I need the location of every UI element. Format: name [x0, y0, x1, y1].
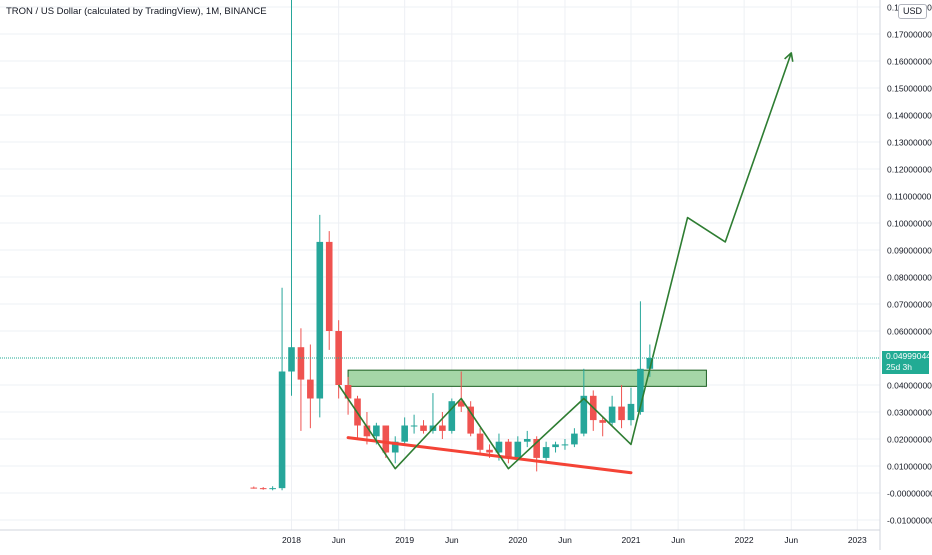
projection-path — [337, 52, 793, 470]
candle-body — [410, 425, 418, 427]
time-tick-label: Jun — [784, 535, 798, 545]
candle-body — [608, 406, 616, 423]
currency-badge[interactable]: USD — [898, 4, 928, 19]
candle-body — [523, 439, 531, 442]
candle-body — [627, 403, 635, 421]
chart-title: TRON / US Dollar (calculated by TradingV… — [6, 6, 267, 17]
price-tick-label: 0.09000000 — [887, 246, 932, 256]
last-price-value: 0.04999044 — [886, 351, 931, 361]
time-tick-label: 2023 — [848, 535, 867, 545]
price-tick-label: 0.10000000 — [887, 219, 932, 229]
candle-body — [297, 347, 305, 380]
price-tick-label: 0.13000000 — [887, 138, 932, 148]
price-tick-label: 0.15000000 — [887, 84, 932, 94]
candle-body — [467, 406, 474, 434]
candle-countdown: 25d 3h — [886, 362, 912, 372]
candle-body — [439, 425, 446, 431]
price-tick-label: -0.01000000 — [887, 516, 932, 526]
time-tick-label: 2018 — [282, 535, 301, 545]
time-tick-label: Jun — [445, 535, 459, 545]
price-tick-label: 0.08000000 — [887, 273, 932, 283]
candle-body — [646, 358, 654, 369]
projection-arrowhead — [784, 52, 794, 62]
candle-body — [542, 447, 550, 458]
candle-body — [269, 488, 276, 490]
price-tick-label: 0.14000000 — [887, 111, 932, 121]
price-tick-label: -0.00000000 — [887, 489, 932, 499]
candle-body — [363, 425, 371, 437]
price-tick-label: 0.02000000 — [887, 435, 932, 445]
candle-body — [401, 425, 408, 442]
candle-body — [325, 241, 333, 331]
time-tick-label: 2019 — [395, 535, 414, 545]
candle-body — [599, 420, 606, 423]
candle-body — [344, 385, 352, 399]
price-tick-label: 0.12000000 — [887, 165, 932, 175]
candle-body — [382, 425, 390, 453]
candle-body — [533, 439, 540, 458]
candle-body — [486, 449, 493, 453]
price-tick-label: 0.16000000 — [887, 57, 932, 67]
time-tick-label: 2021 — [622, 535, 641, 545]
price-tick-label: 0.11000000 — [887, 192, 932, 202]
candle-body — [580, 395, 588, 434]
price-tick-label: 0.17000000 — [887, 30, 932, 40]
price-tick-label: 0.07000000 — [887, 300, 932, 310]
price-tick-label: 0.04000000 — [887, 381, 932, 391]
time-tick-label: 2020 — [508, 535, 527, 545]
candle-body — [391, 441, 399, 453]
candle-body — [571, 433, 578, 445]
time-tick-label: Jun — [558, 535, 572, 545]
candle-body — [637, 368, 644, 412]
candle-body — [250, 487, 258, 489]
candle-body — [495, 441, 503, 453]
last-price-label: 0.04999044 25d 3h — [882, 351, 931, 374]
price-tick-label: 0.03000000 — [887, 408, 932, 418]
time-tick-label: 2022 — [735, 535, 754, 545]
time-tick-label: Jun — [332, 535, 346, 545]
candle-body — [514, 441, 522, 458]
candle-body — [448, 401, 456, 431]
resistance-zone — [347, 369, 707, 387]
candle-body — [505, 441, 512, 458]
candle-body — [457, 401, 465, 407]
candle-body — [288, 347, 295, 372]
price-tick-label: 0.06000000 — [887, 327, 932, 337]
candle-body — [373, 425, 380, 437]
support-trendline — [346, 436, 633, 475]
time-tick-label: Jun — [671, 535, 685, 545]
candle-body — [552, 444, 559, 448]
candle-body — [476, 433, 484, 450]
candle-body — [561, 444, 569, 446]
candle-body — [307, 379, 314, 399]
candle-body — [618, 406, 625, 421]
candle-body — [259, 488, 267, 490]
price-tick-label: 0.01000000 — [887, 462, 932, 472]
candle-body — [316, 241, 324, 399]
candle-body — [278, 371, 286, 489]
candle-body — [420, 425, 427, 431]
